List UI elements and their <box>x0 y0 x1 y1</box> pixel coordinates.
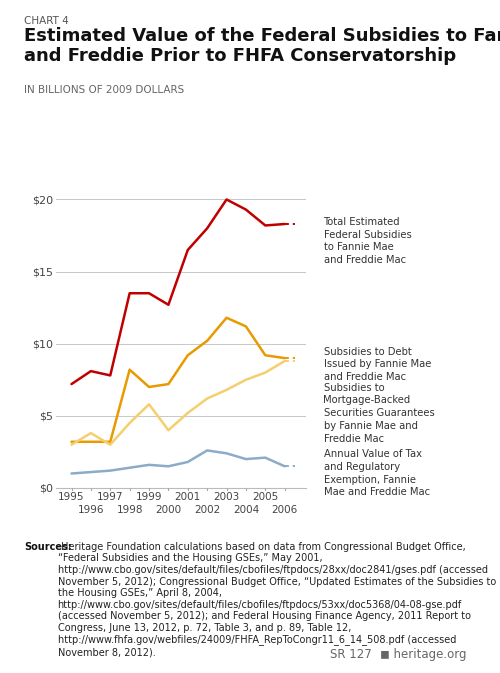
Text: Total Estimated
Federal Subsidies
to Fannie Mae
and Freddie Mac: Total Estimated Federal Subsidies to Fan… <box>324 217 411 265</box>
Text: 2005: 2005 <box>252 492 278 502</box>
Text: IN BILLIONS OF 2009 DOLLARS: IN BILLIONS OF 2009 DOLLARS <box>24 85 184 96</box>
Text: Heritage Foundation calculations based on data from Congressional Budget Office,: Heritage Foundation calculations based o… <box>58 542 496 657</box>
Text: CHART 4: CHART 4 <box>24 16 69 26</box>
Text: Subsidies to
Mortgage-Backed
Securities Guarantees
by Fannie Mae and
Freddie Mac: Subsidies to Mortgage-Backed Securities … <box>324 383 434 444</box>
Text: Annual Value of Tax
and Regulatory
Exemption, Fannie
Mae and Freddie Mac: Annual Value of Tax and Regulatory Exemp… <box>324 449 430 497</box>
Text: 1999: 1999 <box>136 492 162 502</box>
Text: 1997: 1997 <box>97 492 124 502</box>
Text: Sources:: Sources: <box>24 542 72 552</box>
Text: 2001: 2001 <box>174 492 201 502</box>
Text: 2004: 2004 <box>233 505 259 515</box>
Text: SR 127: SR 127 <box>330 648 372 661</box>
Text: 1995: 1995 <box>58 492 85 502</box>
Text: 1998: 1998 <box>116 505 143 515</box>
Text: 2000: 2000 <box>156 505 182 515</box>
Text: 1996: 1996 <box>78 505 104 515</box>
Text: 2003: 2003 <box>214 492 240 502</box>
Text: Subsidies to Debt
Issued by Fannie Mae
and Freddie Mac: Subsidies to Debt Issued by Fannie Mae a… <box>324 347 431 382</box>
Text: ◼ heritage.org: ◼ heritage.org <box>380 648 466 661</box>
Text: 2006: 2006 <box>272 505 298 515</box>
Text: 2002: 2002 <box>194 505 220 515</box>
Text: Estimated Value of the Federal Subsidies to Fannie
and Freddie Prior to FHFA Con: Estimated Value of the Federal Subsidies… <box>24 27 500 65</box>
